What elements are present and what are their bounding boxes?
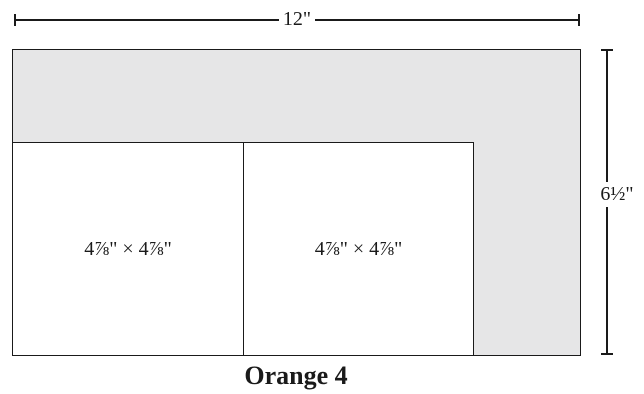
width-dimension-label-wrap: 12" xyxy=(14,8,580,30)
height-dimension-label: 6½" xyxy=(600,183,634,205)
panel-left: 4⅞" × 4⅞" xyxy=(12,142,244,356)
height-dimension: 6½" xyxy=(590,40,644,370)
panel-right: 4⅞" × 4⅞" xyxy=(243,142,474,356)
width-dimension-right-tick xyxy=(578,14,580,26)
width-dimension: 12" xyxy=(0,0,644,40)
panel-left-label: 4⅞" × 4⅞" xyxy=(84,237,172,260)
panel-right-label: 4⅞" × 4⅞" xyxy=(314,237,403,260)
height-dimension-label-wrap: 6½" xyxy=(590,182,644,207)
diagram-caption: Orange 4 xyxy=(244,361,348,390)
height-dimension-bottom-tick xyxy=(601,353,613,355)
width-dimension-label: 12" xyxy=(278,8,316,30)
